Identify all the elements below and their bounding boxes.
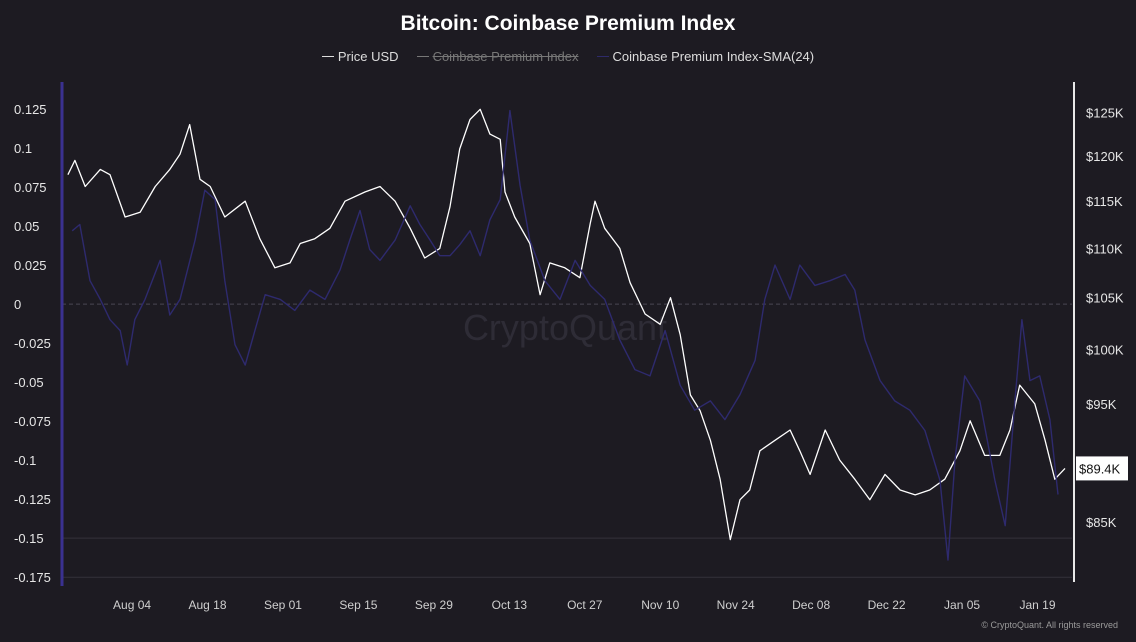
left-axis-tick-label: 0: [14, 297, 21, 312]
x-axis-tick-label: Sep 01: [264, 598, 302, 612]
x-axis-tick-label: Nov 10: [641, 598, 679, 612]
legend-item-sma[interactable]: Coinbase Premium Index-SMA(24): [596, 49, 815, 64]
legend-item-premium-index[interactable]: Coinbase Premium Index: [416, 49, 579, 64]
right-axis-tick-label: $125K: [1086, 106, 1124, 121]
x-axis-tick-label: Dec 08: [792, 598, 830, 612]
x-axis-tick-label: Aug 18: [188, 598, 226, 612]
x-axis-tick-label: Jan 19: [1019, 598, 1055, 612]
right-axis-tick-label: $85K: [1086, 515, 1117, 530]
x-axis-tick-label: Nov 24: [717, 598, 755, 612]
current-price-label: $89.4K: [1079, 461, 1121, 476]
x-axis-tick-label: Oct 13: [492, 598, 528, 612]
legend-swatch: [321, 56, 334, 57]
legend-label: Price USD: [337, 49, 399, 64]
left-axis-tick-label: -0.025: [14, 336, 51, 351]
right-axis-tick-label: $95K: [1086, 397, 1117, 412]
chart-legend: Price USD Coinbase Premium Index Coinbas…: [0, 49, 1136, 64]
right-axis-tick-label: $100K: [1086, 343, 1124, 358]
copyright: © CryptoQuant. All rights reserved: [981, 620, 1118, 630]
x-axis-tick-label: Aug 04: [113, 598, 151, 612]
price-line: [67, 108, 1066, 541]
sma-line: [71, 109, 1059, 561]
x-axis-tick-label: Sep 15: [339, 598, 377, 612]
right-axis-tick-label: $120K: [1086, 149, 1124, 164]
x-axis-tick-label: Dec 22: [868, 598, 906, 612]
left-axis-tick-label: 0.075: [14, 180, 47, 195]
legend-item-price[interactable]: Price USD: [321, 49, 399, 64]
left-axis-tick-label: -0.075: [14, 414, 51, 429]
left-axis-tick-label: -0.175: [14, 570, 51, 585]
right-axis-tick-label: $110K: [1086, 241, 1123, 256]
watermark: CryptoQuant: [463, 307, 667, 348]
left-axis-tick-label: -0.1: [14, 453, 36, 468]
x-axis-tick-label: Jan 05: [944, 598, 980, 612]
legend-swatch: [596, 56, 609, 57]
left-axis-tick-label: 0.025: [14, 258, 47, 273]
left-axis-tick-label: 0.05: [14, 219, 39, 234]
current-price-badge: [1076, 456, 1128, 481]
right-axis-tick-label: $105K: [1086, 291, 1124, 306]
legend-swatch: [416, 56, 429, 57]
chart-title: Bitcoin: Coinbase Premium Index: [400, 12, 736, 35]
legend-label: Coinbase Premium Index: [432, 49, 579, 64]
x-axis-tick-label: Sep 29: [415, 598, 453, 612]
left-axis-tick-label: -0.125: [14, 492, 51, 507]
x-axis-tick-label: Oct 27: [567, 598, 603, 612]
left-axis-tick-label: 0.1: [14, 141, 32, 156]
left-axis-tick-label: -0.05: [14, 375, 44, 390]
right-axis-tick-label: $115K: [1086, 194, 1123, 209]
left-axis-tick-label: 0.125: [14, 102, 47, 117]
left-axis-tick-label: -0.15: [14, 531, 44, 546]
legend-label: Coinbase Premium Index-SMA(24): [612, 49, 815, 64]
